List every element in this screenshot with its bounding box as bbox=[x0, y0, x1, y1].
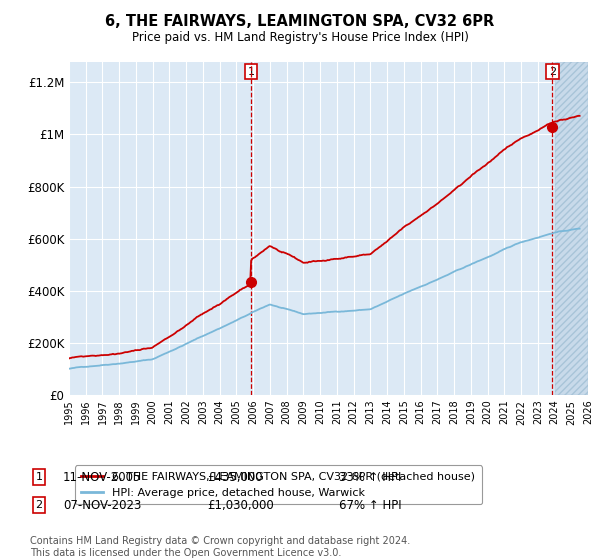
Text: 67% ↑ HPI: 67% ↑ HPI bbox=[339, 498, 401, 512]
HPI: Average price, detached house, Warwick: (2.02e+03, 5.29e+05): Average price, detached house, Warwick: … bbox=[484, 254, 491, 260]
Bar bbox=[554, 62, 588, 395]
Line: HPI: Average price, detached house, Warwick: HPI: Average price, detached house, Warw… bbox=[69, 228, 580, 368]
Text: 1: 1 bbox=[247, 67, 254, 77]
HPI: Average price, detached house, Warwick: (2.03e+03, 6.38e+05): Average price, detached house, Warwick: … bbox=[576, 225, 583, 232]
Bar bbox=[554, 62, 588, 395]
6, THE FAIRWAYS, LEAMINGTON SPA, CV32 6PR (detached house) bbox=[311, 258, 318, 264]
HPI: Average price, detached house, Warwick: (2.01e+03, 3.21e+05): Average price, detached house, Warwick: … bbox=[341, 308, 349, 315]
Text: Price paid vs. HM Land Registry's House Price Index (HPI): Price paid vs. HM Land Registry's House … bbox=[131, 31, 469, 44]
Text: 11-NOV-2005: 11-NOV-2005 bbox=[63, 470, 142, 484]
Text: £1,030,000: £1,030,000 bbox=[207, 498, 274, 512]
HPI: Average price, detached house, Warwick: (2.01e+03, 3.12e+05): Average price, detached house, Warwick: … bbox=[308, 310, 315, 317]
HPI: Average price, detached house, Warwick: (2.01e+03, 3.13e+05): Average price, detached house, Warwick: … bbox=[311, 310, 318, 317]
Text: 6, THE FAIRWAYS, LEAMINGTON SPA, CV32 6PR: 6, THE FAIRWAYS, LEAMINGTON SPA, CV32 6P… bbox=[106, 14, 494, 29]
Text: 07-NOV-2023: 07-NOV-2023 bbox=[63, 498, 142, 512]
6, THE FAIRWAYS, LEAMINGTON SPA, CV32 6PR (detached house) bbox=[576, 113, 583, 119]
6, THE FAIRWAYS, LEAMINGTON SPA, CV32 6PR (detached house) bbox=[65, 355, 73, 362]
Line: 6, THE FAIRWAYS, LEAMINGTON SPA, CV32 6PR (detached house): 6, THE FAIRWAYS, LEAMINGTON SPA, CV32 6P… bbox=[69, 116, 580, 358]
Text: £435,000: £435,000 bbox=[207, 470, 263, 484]
6, THE FAIRWAYS, LEAMINGTON SPA, CV32 6PR (detached house) bbox=[564, 116, 571, 123]
Legend: 6, THE FAIRWAYS, LEAMINGTON SPA, CV32 6PR (detached house), HPI: Average price, : 6, THE FAIRWAYS, LEAMINGTON SPA, CV32 6P… bbox=[74, 465, 482, 504]
HPI: Average price, detached house, Warwick: (2.02e+03, 6.3e+05): Average price, detached house, Warwick: … bbox=[564, 227, 571, 234]
Text: 1: 1 bbox=[35, 472, 43, 482]
HPI: Average price, detached house, Warwick: (2.01e+03, 3.33e+05): Average price, detached house, Warwick: … bbox=[370, 305, 377, 311]
6, THE FAIRWAYS, LEAMINGTON SPA, CV32 6PR (detached house) bbox=[308, 258, 315, 265]
HPI: Average price, detached house, Warwick: (2e+03, 1e+05): Average price, detached house, Warwick: … bbox=[65, 365, 73, 372]
Text: 2: 2 bbox=[35, 500, 43, 510]
6, THE FAIRWAYS, LEAMINGTON SPA, CV32 6PR (detached house) bbox=[341, 254, 349, 261]
Text: 2: 2 bbox=[549, 67, 556, 77]
6, THE FAIRWAYS, LEAMINGTON SPA, CV32 6PR (detached house) bbox=[370, 249, 377, 255]
Text: 33% ↑ HPI: 33% ↑ HPI bbox=[339, 470, 401, 484]
Text: Contains HM Land Registry data © Crown copyright and database right 2024.
This d: Contains HM Land Registry data © Crown c… bbox=[30, 536, 410, 558]
6, THE FAIRWAYS, LEAMINGTON SPA, CV32 6PR (detached house) bbox=[484, 160, 491, 166]
